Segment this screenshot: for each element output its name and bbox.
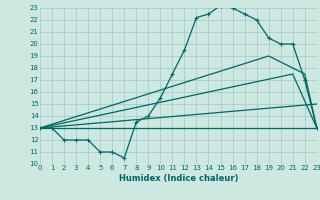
X-axis label: Humidex (Indice chaleur): Humidex (Indice chaleur) — [119, 174, 238, 183]
